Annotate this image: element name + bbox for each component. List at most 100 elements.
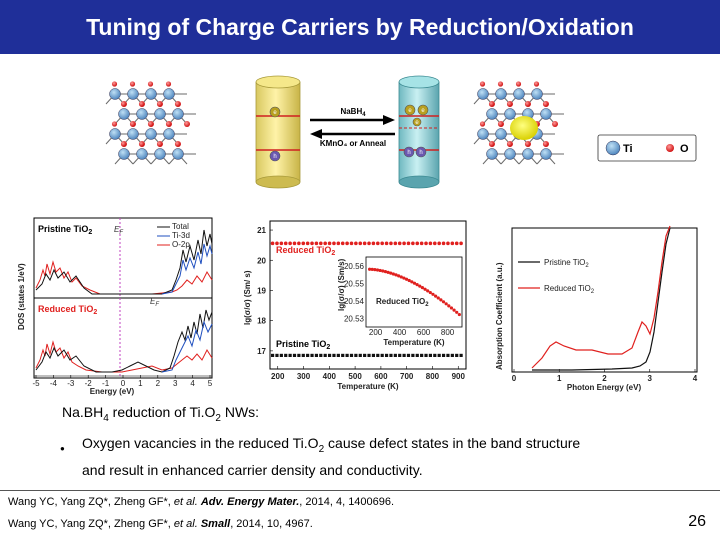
inset-point [444,302,448,306]
ti-atom [145,88,157,100]
inset-ytick-label: 20.55 [344,279,365,288]
inset-point [381,269,385,273]
ti-atom [118,148,130,160]
o-atom [506,141,513,147]
reference-2: Wang YC, Yang ZQ*, Zheng GF*, et al. Sma… [8,518,313,530]
o-atom [488,141,495,147]
pristine-point [363,353,367,358]
conductivity-ytick-label: 18 [257,317,266,326]
conductivity-ytick-label: 20 [257,256,266,265]
reduced-point [389,241,393,246]
pristine-point [314,353,319,358]
pristine-point [446,353,450,358]
inset-point [386,270,390,274]
absorption-xtick-label: 3 [648,374,653,383]
absorption-xtick-label: 1 [557,374,562,383]
pristine-point [358,353,362,358]
reduced-series [270,241,463,246]
conductivity-ytick-label: 17 [257,347,266,356]
o-atom [524,141,531,147]
o-atom [533,81,540,87]
o-atom [156,141,163,147]
absorption-xlabel: Photon Energy (eV) [567,383,642,392]
pristine-point [441,353,446,358]
inset-point [389,271,393,275]
svg-text:Ti-3d: Ti-3d [172,231,190,240]
inset-xlabel: Temperature (K) [383,338,445,347]
conductivity-plot: 200 300 400 500 600 700 800 900 21 20 19 18 17 lg(σ/… [243,220,467,391]
inset-ytick-label: 20.54 [344,297,365,306]
pristine-point [376,353,380,358]
pristine-point [367,353,371,358]
state-label: e [421,108,425,114]
dos-xtick-label: -2 [85,379,93,388]
pristine-point [275,353,279,358]
inset-point [397,274,401,278]
reduced-point [354,241,358,246]
reduced-point [349,241,354,246]
inset-point [441,300,446,304]
pristine-point [270,353,275,358]
ti-atom [163,128,175,140]
dos-xtick-label: -3 [67,379,75,388]
ti-atom [154,108,166,120]
conductivity-xtick-label: 400 [323,372,337,381]
reduced-point [327,241,332,246]
inset-point [423,287,427,291]
pristine-point [306,353,310,358]
ti-atom [136,148,148,160]
fermi-label-bottom: EF [150,297,159,308]
o-atom [129,121,136,127]
reduced-point [371,241,376,246]
ti-atom [163,88,175,100]
conductivity-xtick-label: 600 [374,372,388,381]
ti-atom [172,148,184,160]
pristine-point [398,353,402,358]
pristine-point [292,353,297,358]
state-label: h [419,150,422,156]
dos-reduced-blue [161,320,213,373]
ti-atom [513,88,525,100]
conductivity-ylabel: lg(σ/σ) (Sm/ s) [243,270,252,325]
reduced-point [406,241,411,246]
inset-point [439,298,443,302]
reduced-point [314,241,319,246]
reduced-point [384,241,389,246]
ti-atom [127,88,139,100]
o-atom [497,121,504,127]
inset-point [378,268,382,273]
o-atom [165,121,172,127]
reduced-point [297,241,301,246]
o-atom [479,121,486,127]
reduced-point [393,241,398,246]
pristine-point [332,353,336,358]
inset-point [375,268,380,272]
divider [0,490,720,491]
pristine-point [415,353,419,358]
reduced-point [402,241,406,246]
ti-atom [172,108,184,120]
reduced-point [340,241,345,246]
ti-atom [495,128,507,140]
state-label: e [415,120,419,126]
pristine-point [349,353,354,358]
reduced-point [301,241,306,246]
state-label: e [273,110,277,116]
conductivity-xtick-label: 200 [271,372,285,381]
inset-xtick-label: 600 [417,328,431,337]
o-atom [120,141,127,147]
inset-point [434,294,438,298]
reduced-point [292,241,297,246]
inset-point [420,286,424,290]
reduced-point [411,241,415,246]
bullet-item: ● Oxygen vacancies in the reduced Ti.O2 … [60,433,680,481]
absorption-xticks: 0 1 2 3 4 [512,369,698,383]
o-atom [542,101,549,107]
inset-point [368,267,372,271]
pristine-point [354,353,358,358]
conductivity-ticks: 200 300 400 500 600 700 800 900 21 20 19 18 17 [257,226,465,381]
dos-reduced-red [35,340,213,373]
pristine-point [455,353,459,358]
pristine-point [297,353,301,358]
conductivity-xtick-label: 700 [400,372,414,381]
